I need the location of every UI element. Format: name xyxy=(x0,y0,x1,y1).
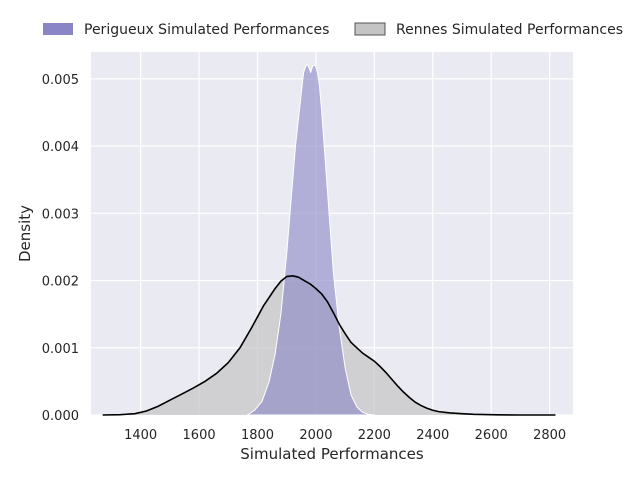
x-axis: 1400 1600 1800 2000 2200 2400 2600 2800 xyxy=(124,428,566,443)
x-axis-label: Simulated Performances xyxy=(240,445,424,463)
x-tick-label: 1800 xyxy=(241,428,274,443)
series-perigueux-area xyxy=(245,63,375,416)
y-tick-label: 0.004 xyxy=(42,140,79,155)
y-axis-label: Density xyxy=(16,205,34,262)
y-tick-label: 0.001 xyxy=(42,342,79,357)
legend-swatch-perigueux xyxy=(43,23,73,35)
x-tick-label: 1600 xyxy=(183,428,216,443)
y-tick-label: 0.005 xyxy=(42,73,79,88)
legend-swatch-rennes xyxy=(354,22,386,36)
series-rennes-line xyxy=(102,275,556,416)
legend: Perigueux Simulated Performances Rennes S… xyxy=(43,22,623,38)
x-tick-label: 2600 xyxy=(475,428,508,443)
y-tick-label: 0.000 xyxy=(42,409,79,424)
series-layer xyxy=(102,63,556,416)
x-tick-label: 2400 xyxy=(416,428,449,443)
y-tick-label: 0.003 xyxy=(42,207,79,222)
y-tick-label: 0.002 xyxy=(42,275,79,290)
x-tick-label: 2000 xyxy=(299,428,332,443)
legend-label-rennes: Rennes Simulated Performances xyxy=(396,22,623,38)
legend-label-perigueux: Perigueux Simulated Performances xyxy=(84,22,329,38)
x-tick-label: 2800 xyxy=(533,428,566,443)
x-tick-label: 2200 xyxy=(358,428,391,443)
x-tick-label: 1400 xyxy=(124,428,157,443)
y-axis: 0.000 0.001 0.002 0.003 0.004 0.005 xyxy=(42,73,79,424)
